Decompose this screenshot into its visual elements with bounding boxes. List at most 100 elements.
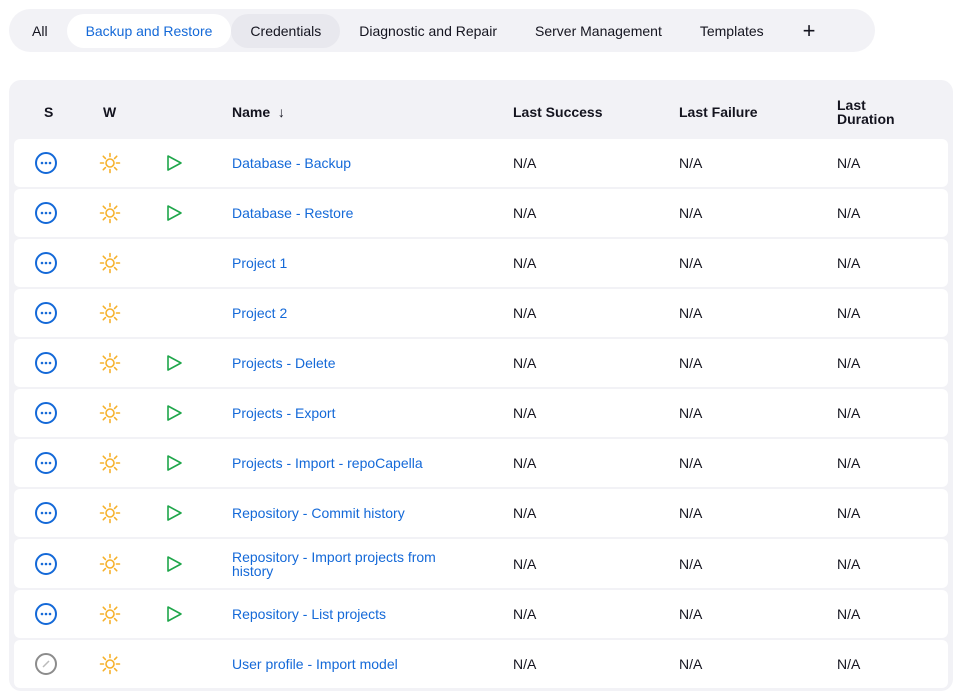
job-name-link[interactable]: Projects - Export	[232, 405, 336, 421]
last-duration: N/A	[837, 505, 861, 521]
tab-templates[interactable]: Templates	[699, 22, 764, 39]
last-failure: N/A	[679, 355, 703, 371]
last-success: N/A	[513, 656, 537, 672]
job-name-link[interactable]: User profile - Import model	[232, 656, 398, 672]
schedule-build-play-icon[interactable]	[165, 204, 183, 222]
last-success: N/A	[513, 305, 537, 321]
last-failure: N/A	[679, 405, 703, 421]
jobs-table: S W Name ↓ Last Success Last Failure Las…	[9, 80, 953, 691]
last-duration: N/A	[837, 355, 861, 371]
last-duration: N/A	[837, 405, 861, 421]
job-name-link[interactable]: Project 1	[232, 255, 288, 271]
not-built-status-icon	[34, 201, 58, 225]
table-row: Projects - Export N/A N/A N/A	[14, 389, 948, 437]
last-success: N/A	[513, 405, 537, 421]
last-success: N/A	[513, 205, 537, 221]
schedule-build-play-icon[interactable]	[165, 454, 183, 472]
tab-credentials[interactable]: Credentials	[231, 13, 341, 48]
table-row: Repository - Commit history N/A N/A N/A	[14, 489, 948, 537]
job-name-link[interactable]: Projects - Import - repoCapella	[232, 455, 423, 471]
table-row: User profile - Import model N/A N/A N/A	[14, 640, 948, 688]
schedule-build-play-icon[interactable]	[165, 354, 183, 372]
not-built-status-icon	[34, 501, 58, 525]
last-failure: N/A	[679, 255, 703, 271]
last-failure: N/A	[679, 606, 703, 622]
schedule-build-play-icon[interactable]	[165, 404, 183, 422]
sun-weather-icon	[98, 602, 122, 626]
sun-weather-icon	[98, 652, 122, 676]
table-header: S W Name ↓ Last Success Last Failure Las…	[9, 80, 953, 138]
not-built-status-icon	[34, 301, 58, 325]
sort-arrow-icon: ↓	[277, 104, 285, 120]
job-name-link[interactable]: Project 2	[232, 305, 288, 321]
job-name-link[interactable]: Repository - Commit history	[232, 505, 405, 521]
not-built-status-icon	[34, 451, 58, 475]
view-tabs: All Backup and Restore Credentials Diagnost…	[9, 9, 875, 52]
not-built-status-icon	[34, 401, 58, 425]
table-row: Project 2 N/A N/A N/A	[14, 289, 948, 337]
last-failure: N/A	[679, 656, 703, 672]
job-name-link[interactable]: Repository - Import projects from histor…	[232, 548, 436, 579]
sun-weather-icon	[98, 151, 122, 175]
sun-weather-icon	[98, 201, 122, 225]
not-built-status-icon	[34, 552, 58, 576]
table-row: Project 1 N/A N/A N/A	[14, 239, 948, 287]
sun-weather-icon	[98, 401, 122, 425]
table-row: Database - Backup N/A N/A N/A	[14, 139, 948, 187]
sun-weather-icon	[98, 451, 122, 475]
last-success: N/A	[513, 555, 537, 572]
last-duration: N/A	[837, 606, 861, 622]
last-failure: N/A	[679, 305, 703, 321]
last-success: N/A	[513, 255, 537, 271]
sun-weather-icon	[98, 552, 122, 576]
tab-backup-and-restore[interactable]: Backup and Restore	[66, 13, 232, 48]
schedule-build-play-icon[interactable]	[165, 504, 183, 522]
last-failure: N/A	[679, 205, 703, 221]
tab-diagnostic-and-repair[interactable]: Diagnostic and Repair	[359, 22, 497, 39]
last-duration: N/A	[837, 656, 861, 672]
job-name-link[interactable]: Database - Backup	[232, 155, 352, 171]
sun-weather-icon	[98, 301, 122, 325]
not-built-status-icon	[34, 602, 58, 626]
not-built-status-icon	[34, 151, 58, 175]
col-last-failure[interactable]: Last Failure	[679, 104, 758, 120]
last-duration: N/A	[837, 555, 861, 572]
last-success: N/A	[513, 155, 537, 171]
table-row: Projects - Import - repoCapella N/A N/A …	[14, 439, 948, 487]
col-name[interactable]: Name ↓	[232, 104, 285, 120]
last-success: N/A	[513, 455, 537, 471]
add-tab-button[interactable]: +	[802, 17, 816, 43]
last-failure: N/A	[679, 505, 703, 521]
table-row: Repository - List projects N/A N/A N/A	[14, 590, 948, 638]
col-last-duration[interactable]: Last Duration	[837, 97, 895, 127]
sun-weather-icon	[98, 251, 122, 275]
tab-server-management[interactable]: Server Management	[535, 22, 662, 39]
schedule-build-play-icon[interactable]	[165, 154, 183, 172]
last-duration: N/A	[837, 255, 861, 271]
job-name-link[interactable]: Projects - Delete	[232, 355, 336, 371]
last-success: N/A	[513, 505, 537, 521]
job-name-link[interactable]: Repository - List projects	[232, 606, 387, 622]
col-name-label: Name	[232, 104, 271, 120]
col-last-success[interactable]: Last Success	[513, 104, 603, 120]
table-row: Database - Restore N/A N/A N/A	[14, 189, 948, 237]
last-duration: N/A	[837, 205, 861, 221]
schedule-build-play-icon[interactable]	[165, 555, 183, 573]
disabled-status-icon	[34, 652, 58, 676]
last-success: N/A	[513, 606, 537, 622]
not-built-status-icon	[34, 351, 58, 375]
col-status[interactable]: S	[44, 104, 54, 120]
schedule-build-play-icon[interactable]	[165, 605, 183, 623]
sun-weather-icon	[98, 351, 122, 375]
last-duration: N/A	[837, 305, 861, 321]
last-failure: N/A	[679, 155, 703, 171]
table-row: Projects - Delete N/A N/A N/A	[14, 339, 948, 387]
last-failure: N/A	[679, 455, 703, 471]
not-built-status-icon	[34, 251, 58, 275]
job-name-link[interactable]: Database - Restore	[232, 205, 354, 221]
table-row: Repository - Import projects from histor…	[14, 539, 948, 588]
col-weather[interactable]: W	[103, 104, 117, 120]
tab-all[interactable]: All	[32, 22, 48, 39]
last-failure: N/A	[679, 555, 703, 572]
sun-weather-icon	[98, 501, 122, 525]
